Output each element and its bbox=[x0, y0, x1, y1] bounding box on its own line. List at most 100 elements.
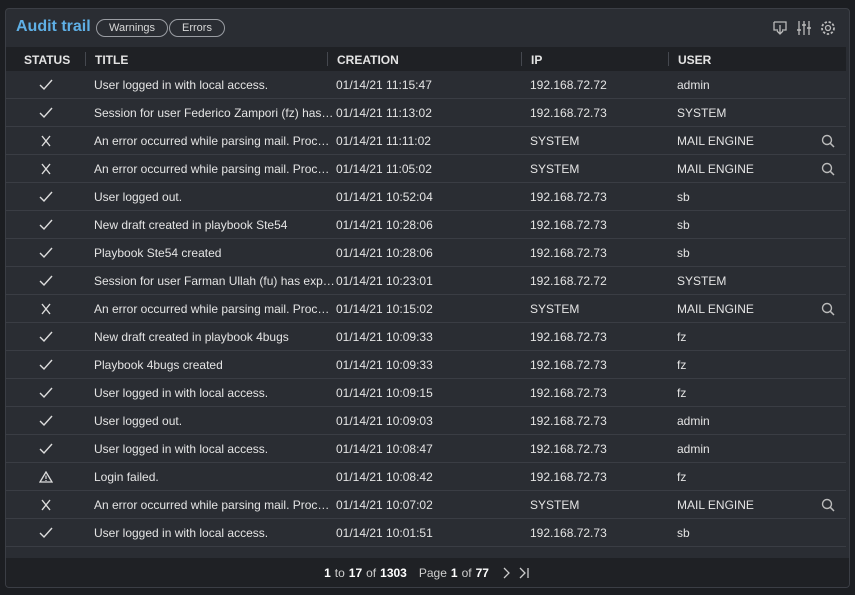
table-row[interactable]: Login failed. 01/14/21 10:08:42 192.168.72… bbox=[6, 463, 846, 491]
table-row[interactable]: An error occurred while parsing mail. Pr… bbox=[6, 127, 846, 155]
ip-cell: 192.168.72.73 bbox=[530, 106, 607, 120]
ip-cell: 192.168.72.72 bbox=[530, 274, 607, 288]
user-cell: MAIL ENGINE bbox=[677, 134, 754, 148]
table-row[interactable]: New draft created in playbook 4bugs 01/14… bbox=[6, 323, 846, 351]
page-number: 1 bbox=[450, 565, 458, 580]
user-cell: admin bbox=[677, 442, 710, 456]
table-row[interactable]: Session for user Federico Zampori (fz) h… bbox=[6, 99, 846, 127]
table-row[interactable]: User logged in with local access. 01/14/2… bbox=[6, 435, 846, 463]
title-cell: New draft created in playbook Ste54 bbox=[94, 218, 288, 232]
title-cell: User logged in with local access. bbox=[94, 526, 269, 540]
title-cell: User logged in with local access. bbox=[94, 386, 269, 400]
creation-cell: 01/14/21 10:09:33 bbox=[336, 330, 433, 344]
status-icon bbox=[39, 107, 53, 119]
status-icon bbox=[39, 79, 53, 91]
user-cell: SYSTEM bbox=[677, 106, 727, 120]
title-cell: An error occurred while parsing mail. Pr… bbox=[94, 302, 330, 316]
range-to: 17 bbox=[348, 565, 363, 580]
table-header: STATUS TITLE CREATION IP USER bbox=[6, 47, 846, 71]
ip-cell: 192.168.72.72 bbox=[530, 78, 607, 92]
details-icon[interactable] bbox=[821, 498, 835, 512]
user-cell: sb bbox=[677, 526, 690, 540]
user-cell: MAIL ENGINE bbox=[677, 498, 754, 512]
ip-cell: 192.168.72.73 bbox=[530, 414, 607, 428]
column-header[interactable]: IP bbox=[531, 53, 543, 67]
ip-cell: 192.168.72.73 bbox=[530, 358, 607, 372]
ip-cell: SYSTEM bbox=[530, 162, 580, 176]
creation-cell: 01/14/21 11:05:02 bbox=[336, 162, 432, 176]
table-row[interactable]: An error occurred while parsing mail. Pr… bbox=[6, 155, 846, 183]
table-row[interactable]: User logged in with local access. 01/14/2… bbox=[6, 379, 846, 407]
filter-chip[interactable]: Warnings bbox=[96, 19, 169, 37]
column-header[interactable]: USER bbox=[678, 53, 712, 67]
user-cell: sb bbox=[677, 246, 690, 260]
range-text: to bbox=[334, 565, 345, 580]
filter-chip[interactable]: Errors bbox=[169, 19, 225, 37]
status-icon bbox=[39, 135, 53, 147]
title-cell: Session for user Farman Ullah (fu) has e… bbox=[94, 274, 335, 288]
export-icon[interactable] bbox=[771, 19, 789, 37]
settings-icon[interactable] bbox=[819, 19, 837, 37]
ip-cell: 192.168.72.73 bbox=[530, 526, 607, 540]
ip-cell: 192.168.72.73 bbox=[530, 218, 607, 232]
status-icon bbox=[39, 303, 53, 315]
creation-cell: 01/14/21 10:09:03 bbox=[336, 414, 433, 428]
column-header[interactable]: STATUS bbox=[24, 53, 71, 67]
status-icon bbox=[39, 471, 53, 483]
creation-cell: 01/14/21 10:08:47 bbox=[336, 442, 433, 456]
columns-icon[interactable] bbox=[795, 19, 813, 37]
table-row[interactable]: New draft created in playbook Ste54 01/14… bbox=[6, 211, 846, 239]
user-cell: fz bbox=[677, 358, 687, 372]
table-row[interactable]: User logged out. 01/14/21 10:09:03 192.168… bbox=[6, 407, 846, 435]
next-page[interactable] bbox=[499, 566, 513, 580]
user-cell: fz bbox=[677, 330, 687, 344]
details-icon[interactable] bbox=[821, 302, 835, 316]
user-cell: admin bbox=[677, 78, 710, 92]
column-header[interactable]: CREATION bbox=[337, 53, 399, 67]
panel-title: Audit trail bbox=[16, 18, 91, 35]
ip-cell: SYSTEM bbox=[530, 498, 580, 512]
ip-cell: SYSTEM bbox=[530, 302, 580, 316]
status-icon bbox=[39, 499, 53, 511]
status-icon bbox=[39, 359, 53, 371]
creation-cell: 01/14/21 10:23:01 bbox=[336, 274, 433, 288]
user-cell: sb bbox=[677, 190, 690, 204]
details-icon[interactable] bbox=[821, 134, 835, 148]
title-cell: Login failed. bbox=[94, 470, 159, 484]
table-row[interactable]: User logged in with local access. 01/14/2… bbox=[6, 71, 846, 99]
creation-cell: 01/14/21 10:09:15 bbox=[336, 386, 433, 400]
status-icon bbox=[39, 527, 53, 539]
creation-cell: 01/14/21 10:28:06 bbox=[336, 246, 433, 260]
table-row[interactable]: User logged in with local access. 01/14/2… bbox=[6, 519, 846, 547]
creation-cell: 01/14/21 10:01:51 bbox=[336, 526, 433, 540]
pagination: 1 to 17 of 1303 Page 1 of 77 bbox=[6, 558, 849, 587]
creation-cell: 01/14/21 10:08:42 bbox=[336, 470, 433, 484]
creation-cell: 01/14/21 10:15:02 bbox=[336, 302, 433, 316]
status-icon bbox=[39, 387, 53, 399]
title-cell: An error occurred while parsing mail. Pr… bbox=[94, 134, 330, 148]
table-row[interactable]: Playbook 4bugs created 01/14/21 10:09:33 1… bbox=[6, 351, 846, 379]
status-icon bbox=[39, 443, 53, 455]
details-icon[interactable] bbox=[821, 162, 835, 176]
table-row[interactable]: Playbook Ste54 created 01/14/21 10:28:06 1… bbox=[6, 239, 846, 267]
status-icon bbox=[39, 415, 53, 427]
page-count: 77 bbox=[475, 565, 489, 580]
status-icon bbox=[39, 219, 53, 231]
table-row[interactable]: An error occurred while parsing mail. Pr… bbox=[6, 295, 846, 323]
status-icon bbox=[39, 191, 53, 203]
title-cell: Session for user Federico Zampori (fz) h… bbox=[94, 106, 334, 120]
ip-cell: 192.168.72.73 bbox=[530, 190, 607, 204]
ip-cell: 192.168.72.73 bbox=[530, 442, 607, 456]
table-row[interactable]: User logged out. 01/14/21 10:52:04 192.168… bbox=[6, 183, 846, 211]
title-cell: User logged out. bbox=[94, 414, 183, 428]
range-text: of bbox=[366, 565, 377, 580]
table-row[interactable]: Session for user Farman Ullah (fu) has e… bbox=[6, 267, 846, 295]
range-from: 1 bbox=[324, 565, 331, 580]
last-page[interactable] bbox=[517, 566, 531, 580]
table-row[interactable]: An error occurred while parsing mail. Pr… bbox=[6, 491, 846, 519]
user-cell: admin bbox=[677, 414, 710, 428]
audit-panel: Audit trail Warnings Errors STATUS TITLE… bbox=[5, 8, 850, 588]
ip-cell: SYSTEM bbox=[530, 134, 580, 148]
column-header[interactable]: TITLE bbox=[95, 53, 129, 67]
creation-cell: 01/14/21 11:11:02 bbox=[336, 134, 431, 148]
